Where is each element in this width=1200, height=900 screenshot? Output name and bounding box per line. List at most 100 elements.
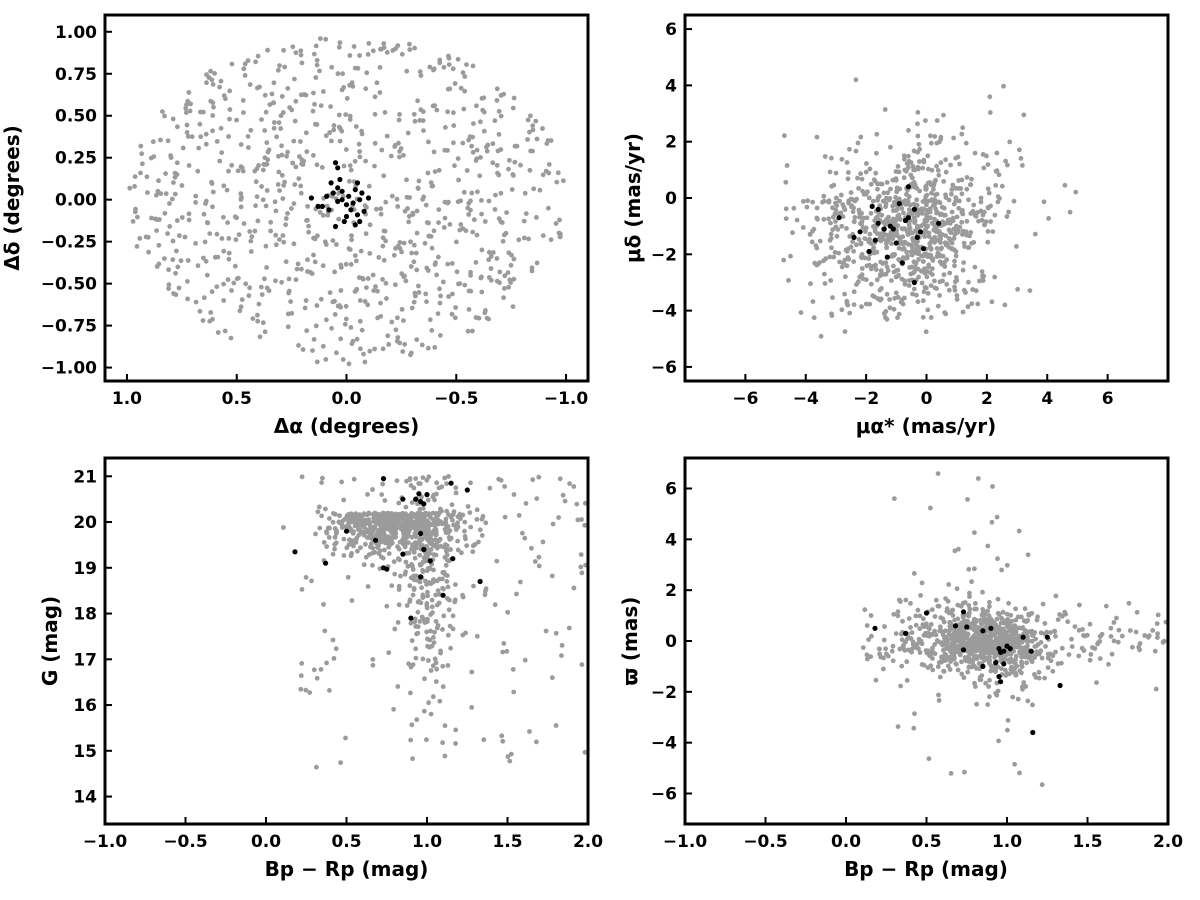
- parallax-field-point: [954, 586, 960, 592]
- proper-motion-field-point: [920, 298, 926, 304]
- sky-field-point: [349, 237, 354, 243]
- sky-field-point: [464, 168, 470, 173]
- sky-field-point: [492, 207, 498, 212]
- cmd-field-point: [303, 575, 309, 580]
- proper-motion-field-point: [905, 165, 911, 171]
- sky-field-point: [372, 346, 377, 352]
- parallax-field-point: [949, 608, 955, 614]
- sky-field-point: [367, 222, 373, 228]
- sky-field-point: [450, 66, 456, 72]
- sky-member-point: [324, 193, 330, 199]
- cmd-field-point: [499, 733, 505, 739]
- sky-field-point: [260, 320, 266, 326]
- sky-field-point: [292, 76, 297, 82]
- proper-motion-field-point: [927, 209, 933, 215]
- proper-motion-field-point: [841, 204, 847, 210]
- sky-field-point: [285, 149, 290, 155]
- proper-motion-field-point: [850, 209, 856, 215]
- sky-field-point: [462, 282, 468, 288]
- cmd-field-point: [355, 548, 360, 554]
- sky-field-point: [226, 134, 232, 139]
- proper-motion-field-point: [887, 305, 893, 311]
- parallax-field-point: [972, 627, 977, 633]
- sky-field-point: [323, 36, 329, 42]
- cmd-field-point: [330, 519, 336, 525]
- sky-field-point: [509, 187, 515, 192]
- cmd-field-point: [516, 513, 522, 518]
- proper-motion-x-tick-label: 6: [1102, 389, 1114, 409]
- parallax-field-point: [1076, 653, 1082, 659]
- sky-field-point: [279, 279, 284, 285]
- proper-motion-field-point: [940, 219, 945, 225]
- parallax-member-point: [980, 663, 986, 670]
- cmd-field-point: [464, 543, 470, 549]
- cmd-field-point: [432, 656, 438, 662]
- proper-motion-field-point: [887, 196, 893, 201]
- sky-field-point: [278, 126, 284, 131]
- sky-field-point: [268, 228, 273, 234]
- parallax-field-point: [1019, 670, 1024, 676]
- cmd-field-point: [396, 602, 402, 608]
- sky-field-point: [201, 295, 207, 301]
- parallax-field-point: [1146, 633, 1152, 639]
- parallax-field-point: [985, 649, 991, 655]
- proper-motion-field-point: [922, 217, 928, 223]
- sky-field-point: [198, 134, 204, 140]
- proper-motion-field-point: [924, 274, 930, 280]
- cmd-field-point: [330, 637, 336, 643]
- sky-field-point: [166, 267, 172, 273]
- sky-field-point: [431, 228, 437, 234]
- sky-y-axis-label: Δδ (degrees): [0, 125, 24, 271]
- cmd-field-point: [394, 521, 399, 527]
- proper-motion-field-point: [928, 255, 934, 260]
- cmd-field-point: [559, 643, 565, 648]
- proper-motion-field-point: [949, 187, 955, 192]
- proper-motion-field-point: [858, 241, 864, 247]
- cmd-field-point: [448, 547, 453, 552]
- sky-field-point: [189, 134, 195, 140]
- parallax-field-point: [987, 677, 992, 683]
- sky-field-point: [328, 104, 333, 109]
- sky-field-point: [533, 118, 539, 124]
- sky-field-point: [281, 239, 287, 245]
- proper-motion-field-point: [845, 176, 851, 182]
- parallax-member-point: [923, 610, 930, 616]
- cmd-field-point: [410, 592, 416, 598]
- parallax-field-point: [939, 640, 945, 646]
- parallax-field-point: [972, 680, 977, 686]
- cmd-field-point: [348, 516, 354, 521]
- parallax-field-point: [1114, 615, 1119, 621]
- sky-field-point: [215, 254, 221, 260]
- sky-field-point: [404, 177, 409, 183]
- proper-motion-field-point: [844, 226, 849, 231]
- sky-field-point: [525, 137, 530, 142]
- parallax-y-axis-label: ϖ (mas): [618, 597, 642, 686]
- parallax-field-point: [896, 597, 902, 603]
- sky-field-point: [221, 281, 227, 287]
- parallax-field-point: [982, 616, 988, 622]
- proper-motion-member-point: [899, 260, 906, 266]
- proper-motion-field-point: [836, 250, 842, 256]
- cmd-member-point: [421, 546, 427, 553]
- parallax-field-point: [987, 694, 992, 700]
- sky-field-point: [310, 108, 316, 114]
- proper-motion-field-point: [953, 155, 959, 161]
- sky-field-point: [534, 260, 540, 266]
- parallax-x-tick-label: 2.0: [1153, 832, 1183, 852]
- proper-motion-field-point: [902, 281, 908, 287]
- parallax-field-point: [890, 658, 896, 664]
- sky-field-point: [245, 134, 251, 139]
- parallax-field-point: [941, 654, 947, 659]
- parallax-field-point: [949, 641, 954, 646]
- sky-field-point: [183, 110, 189, 115]
- cmd-field-point: [424, 477, 430, 483]
- sky-field-point: [484, 315, 490, 321]
- sky-field-point: [200, 318, 206, 323]
- cmd-field-point: [451, 509, 457, 514]
- proper-motion-y-tick-label: 6: [665, 20, 677, 40]
- cmd-member-point: [380, 476, 387, 482]
- sky-field-point: [329, 138, 334, 144]
- sky-field-point: [438, 293, 443, 299]
- proper-motion-field-point: [881, 232, 887, 238]
